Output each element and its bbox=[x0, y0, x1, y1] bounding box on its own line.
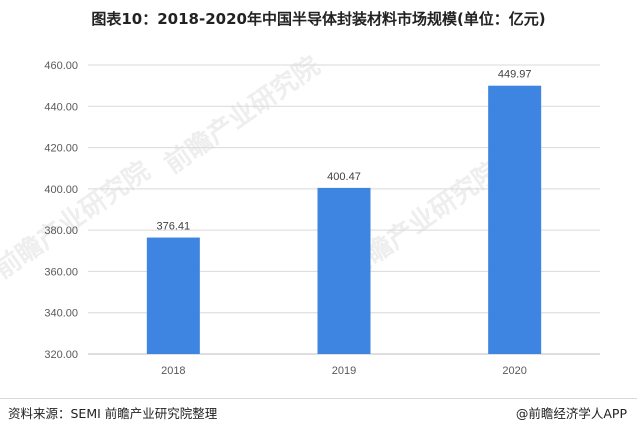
brand-credit: @前瞻经济学人APP bbox=[515, 406, 627, 421]
y-tick-label: 360.00 bbox=[44, 266, 78, 278]
x-tick-label: 2020 bbox=[502, 365, 526, 377]
x-tick-label: 2018 bbox=[161, 365, 185, 377]
footer-divider bbox=[0, 398, 637, 399]
bar bbox=[317, 187, 371, 354]
bar bbox=[146, 237, 200, 354]
y-tick-label: 320.00 bbox=[44, 349, 78, 361]
chart-title: 图表10：2018-2020年中国半导体封装材料市场规模(单位：亿元) bbox=[91, 10, 546, 28]
data-label: 376.41 bbox=[157, 221, 191, 233]
bar bbox=[488, 85, 542, 355]
y-tick-label: 380.00 bbox=[44, 225, 78, 237]
bar-chart: 320.00 340.00 360.00 380.00 400.00 420.00 440.… bbox=[44, 60, 600, 377]
x-tick-label: 2019 bbox=[332, 365, 356, 377]
y-tick-label: 340.00 bbox=[44, 308, 78, 320]
y-tick-label: 440.00 bbox=[44, 101, 78, 113]
y-tick-label: 420.00 bbox=[44, 143, 78, 155]
y-tick-label: 400.00 bbox=[44, 184, 78, 196]
y-tick-label: 460.00 bbox=[44, 60, 78, 72]
data-label: 400.47 bbox=[327, 171, 361, 183]
data-label: 449.97 bbox=[498, 69, 532, 81]
source-note: 资料来源：SEMI 前瞻产业研究院整理 bbox=[8, 406, 218, 421]
